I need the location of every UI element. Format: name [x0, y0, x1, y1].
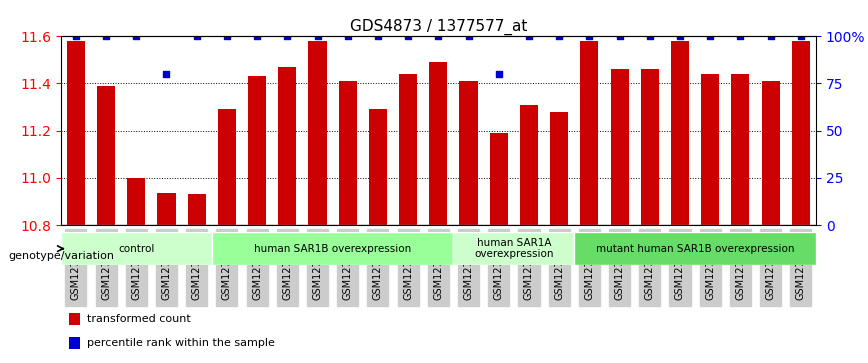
Bar: [459, 81, 477, 225]
Point: [733, 33, 747, 39]
Point: [703, 33, 717, 39]
Bar: [610, 69, 628, 225]
Bar: [490, 133, 508, 225]
FancyBboxPatch shape: [575, 232, 816, 265]
Point: [764, 33, 778, 39]
Text: human SAR1A
overexpression: human SAR1A overexpression: [474, 238, 554, 260]
Bar: [430, 62, 447, 225]
FancyBboxPatch shape: [453, 232, 575, 265]
Point: [190, 33, 204, 39]
Text: percentile rank within the sample: percentile rank within the sample: [87, 338, 274, 348]
FancyBboxPatch shape: [61, 232, 212, 265]
Text: human SAR1B overexpression: human SAR1B overexpression: [254, 244, 411, 254]
Text: control: control: [118, 244, 155, 254]
Point: [431, 33, 445, 39]
Bar: [248, 76, 266, 225]
Text: transformed count: transformed count: [87, 314, 191, 325]
Point: [129, 33, 143, 39]
Point: [643, 33, 657, 39]
Point: [250, 33, 264, 39]
Bar: [279, 67, 296, 225]
Bar: [157, 193, 175, 225]
Bar: [581, 41, 598, 225]
Point: [341, 33, 355, 39]
Bar: [128, 178, 145, 225]
Point: [673, 33, 687, 39]
Point: [462, 33, 476, 39]
Bar: [97, 86, 115, 225]
Bar: [339, 81, 357, 225]
Point: [99, 33, 113, 39]
Bar: [761, 81, 779, 225]
Bar: [701, 74, 720, 225]
Point: [794, 33, 808, 39]
Point: [492, 71, 506, 77]
Text: genotype/variation: genotype/variation: [9, 251, 115, 261]
Bar: [69, 313, 81, 325]
Bar: [67, 41, 85, 225]
Point: [220, 33, 233, 39]
Point: [160, 71, 174, 77]
Bar: [792, 41, 810, 225]
Bar: [187, 194, 206, 225]
Bar: [671, 41, 689, 225]
Point: [69, 33, 82, 39]
Bar: [550, 112, 569, 225]
FancyBboxPatch shape: [212, 232, 453, 265]
Bar: [641, 69, 659, 225]
Point: [613, 33, 627, 39]
Point: [401, 33, 415, 39]
Bar: [308, 41, 326, 225]
Bar: [399, 74, 418, 225]
Point: [582, 33, 596, 39]
Point: [522, 33, 536, 39]
Title: GDS4873 / 1377577_at: GDS4873 / 1377577_at: [350, 19, 527, 35]
Bar: [732, 74, 749, 225]
Point: [371, 33, 385, 39]
Bar: [69, 337, 81, 348]
Bar: [520, 105, 538, 225]
Point: [280, 33, 294, 39]
Point: [311, 33, 325, 39]
Point: [552, 33, 566, 39]
Text: mutant human SAR1B overexpression: mutant human SAR1B overexpression: [595, 244, 794, 254]
Bar: [369, 109, 387, 225]
Bar: [218, 109, 236, 225]
